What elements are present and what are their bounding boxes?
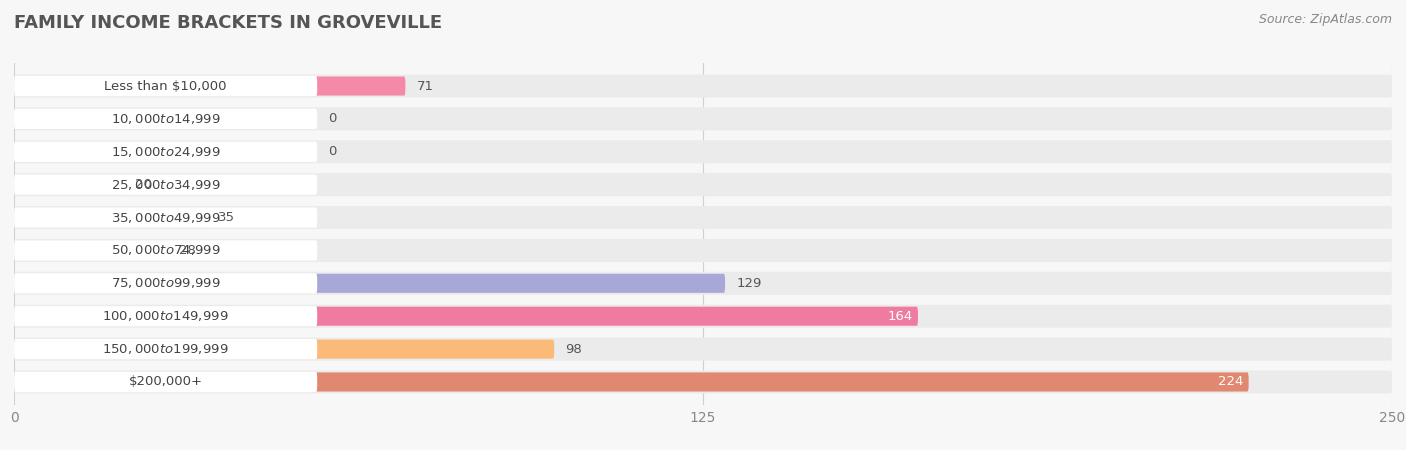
FancyBboxPatch shape	[14, 273, 318, 293]
Text: 0: 0	[328, 145, 336, 158]
Text: 28: 28	[180, 244, 197, 257]
FancyBboxPatch shape	[14, 338, 1392, 360]
FancyBboxPatch shape	[14, 305, 1392, 328]
FancyBboxPatch shape	[14, 306, 318, 326]
FancyBboxPatch shape	[14, 339, 318, 359]
FancyBboxPatch shape	[14, 140, 1392, 163]
Text: 0: 0	[328, 112, 336, 126]
FancyBboxPatch shape	[14, 373, 1249, 392]
Text: 20: 20	[135, 178, 152, 191]
FancyBboxPatch shape	[14, 175, 318, 195]
FancyBboxPatch shape	[14, 208, 207, 227]
FancyBboxPatch shape	[14, 175, 124, 194]
FancyBboxPatch shape	[14, 108, 1392, 130]
FancyBboxPatch shape	[14, 241, 169, 260]
FancyBboxPatch shape	[14, 142, 318, 162]
FancyBboxPatch shape	[14, 76, 318, 96]
Text: $10,000 to $14,999: $10,000 to $14,999	[111, 112, 221, 126]
FancyBboxPatch shape	[14, 109, 318, 129]
Text: $100,000 to $149,999: $100,000 to $149,999	[103, 309, 229, 323]
Text: FAMILY INCOME BRACKETS IN GROVEVILLE: FAMILY INCOME BRACKETS IN GROVEVILLE	[14, 14, 441, 32]
Text: 98: 98	[565, 342, 582, 356]
Text: 224: 224	[1218, 375, 1243, 388]
Text: 71: 71	[416, 80, 433, 93]
FancyBboxPatch shape	[14, 75, 1392, 98]
FancyBboxPatch shape	[14, 306, 918, 326]
Text: Less than $10,000: Less than $10,000	[104, 80, 226, 93]
FancyBboxPatch shape	[14, 274, 725, 293]
Text: $15,000 to $24,999: $15,000 to $24,999	[111, 145, 221, 159]
Text: 164: 164	[887, 310, 912, 323]
FancyBboxPatch shape	[14, 372, 318, 392]
Text: $25,000 to $34,999: $25,000 to $34,999	[111, 178, 221, 192]
FancyBboxPatch shape	[14, 272, 1392, 295]
Text: Source: ZipAtlas.com: Source: ZipAtlas.com	[1258, 14, 1392, 27]
FancyBboxPatch shape	[14, 240, 318, 261]
Text: $200,000+: $200,000+	[128, 375, 202, 388]
Text: $75,000 to $99,999: $75,000 to $99,999	[111, 276, 221, 290]
FancyBboxPatch shape	[14, 239, 1392, 262]
FancyBboxPatch shape	[14, 173, 1392, 196]
Text: $35,000 to $49,999: $35,000 to $49,999	[111, 211, 221, 225]
Text: $150,000 to $199,999: $150,000 to $199,999	[103, 342, 229, 356]
Text: $50,000 to $74,999: $50,000 to $74,999	[111, 243, 221, 257]
FancyBboxPatch shape	[14, 206, 1392, 229]
Text: 35: 35	[218, 211, 235, 224]
FancyBboxPatch shape	[14, 76, 405, 95]
FancyBboxPatch shape	[14, 370, 1392, 393]
FancyBboxPatch shape	[14, 207, 318, 228]
Text: 129: 129	[737, 277, 762, 290]
FancyBboxPatch shape	[14, 340, 554, 359]
